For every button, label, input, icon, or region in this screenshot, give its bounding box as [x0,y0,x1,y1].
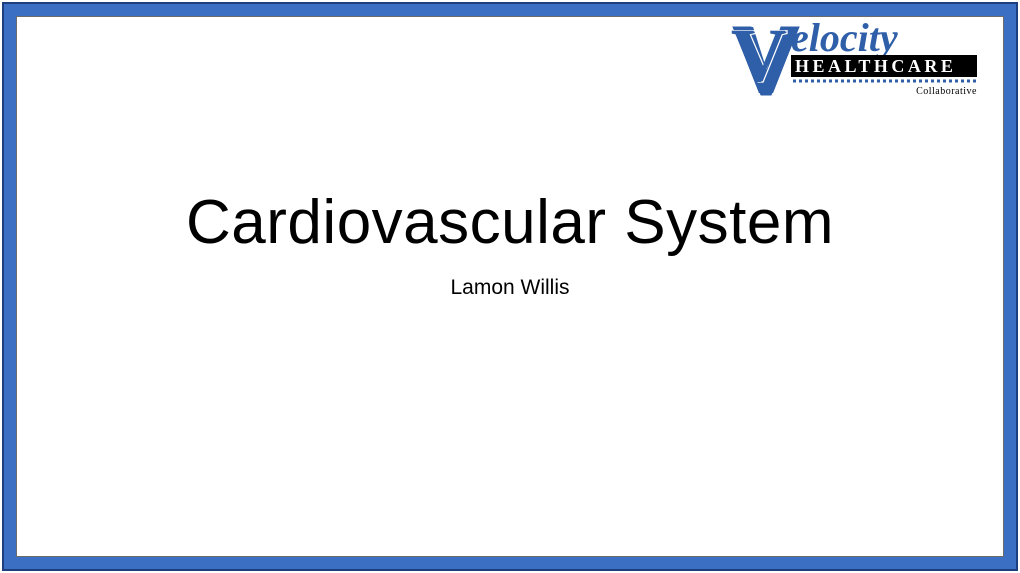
slide-title: Cardiovascular System [17,187,1003,258]
brand-logo: V V V elocity HEALTHCARE Collaborative [731,23,981,101]
logo-dots [791,79,977,83]
slide: V V V elocity HEALTHCARE Collaborative C… [0,0,1020,573]
logo-v-letter-fill: V [731,23,786,98]
logo-healthcare: HEALTHCARE [795,56,956,76]
title-block: Cardiovascular System Lamon Willis [17,187,1003,300]
brand-logo-svg: V V V elocity HEALTHCARE Collaborative [731,23,981,101]
logo-collaborative: Collaborative [916,86,977,97]
logo-elocity: elocity [791,23,898,60]
slide-content: V V V elocity HEALTHCARE Collaborative C… [17,17,1003,556]
slide-subtitle: Lamon Willis [17,276,1003,300]
